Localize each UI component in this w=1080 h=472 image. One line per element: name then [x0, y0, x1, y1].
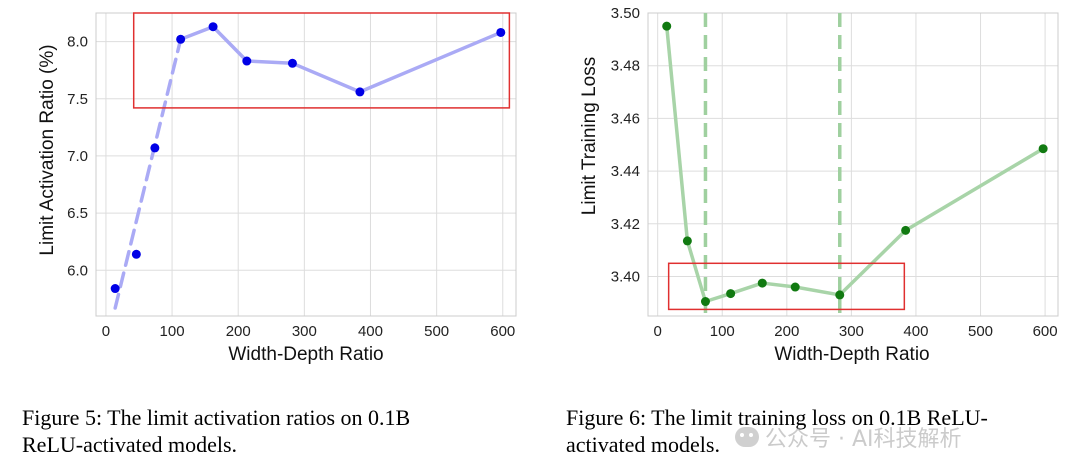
chart2-data-point — [662, 21, 672, 31]
chart1-y-ticks: 6.0 6.5 7.0 7.5 8.0 — [67, 34, 88, 280]
chart1-data-point — [176, 34, 186, 44]
chart2-data-point — [835, 290, 845, 300]
chart1-data-point — [242, 56, 252, 66]
chart1-x-tick-label: 400 — [358, 323, 383, 340]
chart2-x-tick-label: 300 — [839, 323, 864, 340]
chart1-y-tick-label: 6.5 — [67, 205, 88, 222]
watermark: 公众号 · AI科技解析 — [735, 421, 962, 453]
chart2-y-ticks: 3.40 3.42 3.44 3.46 3.48 3.50 — [611, 5, 640, 285]
chart1-x-tick-label: 300 — [292, 323, 317, 340]
chart1-data-point — [355, 87, 365, 97]
chart1-data-point — [208, 22, 218, 32]
chart2-data-point — [1038, 144, 1048, 154]
chart2-highlight-box — [667, 262, 906, 311]
chart2-y-tick-label: 3.46 — [611, 110, 640, 127]
chart1-data-point — [496, 27, 506, 37]
chart2-data-point — [757, 278, 767, 288]
chart2-y-axis-label: Limit Training Loss — [579, 57, 600, 215]
chart1-highlight-box — [132, 12, 511, 109]
chart2-x-tick-label: 500 — [968, 323, 993, 340]
chart1-trend-dashed-line — [113, 37, 183, 310]
chart-training-loss: 0 100 200 300 400 500 600 3.40 3.42 3.44 3.46 3.48… — [579, 5, 1059, 365]
figure5-caption-line2: ReLU-activated models. — [22, 432, 238, 457]
figure6-caption-line1: Figure 6: The limit training loss on 0.1… — [566, 405, 988, 430]
chart1-y-axis-label: Limit Activation Ratio (%) — [37, 44, 58, 255]
chart2-x-tick-label: 400 — [903, 323, 928, 340]
chart1-y-tick-label: 7.5 — [67, 91, 88, 108]
chart1-x-tick-label: 600 — [490, 323, 515, 340]
chart1-data-point — [110, 284, 120, 294]
chart2-data-point — [682, 236, 692, 246]
figure5-caption: Figure 5: The limit activation ratios on… — [22, 404, 542, 458]
chart2-data-point — [726, 289, 736, 299]
chart2-x-tick-label: 0 — [654, 323, 662, 340]
chart1-data-point — [287, 58, 297, 68]
chart1-series — [110, 12, 511, 310]
figure5-caption-line1: Figure 5: The limit activation ratios on… — [22, 405, 411, 430]
chart2-y-tick-label: 3.44 — [611, 163, 640, 180]
chart2-data-point — [901, 225, 911, 235]
chart1-x-tick-label: 200 — [226, 323, 251, 340]
chart1-x-tick-label: 500 — [424, 323, 449, 340]
chart2-x-axis-label: Width-Depth Ratio — [774, 344, 929, 365]
chart1-y-tick-label: 7.0 — [67, 148, 88, 165]
chart2-y-tick-label: 3.40 — [611, 268, 640, 285]
chart2-grid — [647, 12, 1059, 317]
wechat-icon — [735, 427, 759, 447]
chart1-x-ticks: 0 100 200 300 400 500 600 — [102, 323, 516, 340]
chart2-series-line — [664, 26, 1045, 304]
watermark-text: 公众号 · AI科技解析 — [765, 427, 962, 452]
chart1-y-tick-label: 6.0 — [67, 262, 88, 279]
chart1-x-tick-label: 100 — [160, 323, 185, 340]
chart2-x-tick-label: 100 — [710, 323, 735, 340]
chart2-y-tick-label: 3.48 — [611, 58, 640, 75]
chart1-x-axis-label: Width-Depth Ratio — [228, 344, 383, 365]
figure6-caption: Figure 6: The limit training loss on 0.1… — [566, 404, 1076, 458]
chart2-x-ticks: 0 100 200 300 400 500 600 — [654, 323, 1058, 340]
chart1-data-point — [150, 143, 160, 153]
chart2-y-tick-label: 3.42 — [611, 216, 640, 233]
chart2-data-point — [700, 297, 710, 307]
chart2-data-point — [790, 282, 800, 292]
chart2-x-tick-label: 200 — [774, 323, 799, 340]
chart2-plot-frame — [647, 12, 1059, 317]
chart-activation-ratio: 0 100 200 300 400 500 600 6.0 6.5 7.0 7.5 8.0 Widt… — [37, 12, 517, 365]
chart2-y-tick-label: 3.50 — [611, 5, 640, 22]
chart1-data-point — [131, 249, 141, 259]
chart1-y-tick-label: 8.0 — [67, 34, 88, 51]
chart1-trend-solid-line — [180, 24, 502, 94]
chart1-x-tick-label: 0 — [102, 323, 110, 340]
chart1-grid — [95, 12, 517, 317]
chart2-series — [662, 13, 1048, 316]
chart2-x-tick-label: 600 — [1033, 323, 1058, 340]
figure6-caption-line2: activated models. — [566, 432, 720, 457]
